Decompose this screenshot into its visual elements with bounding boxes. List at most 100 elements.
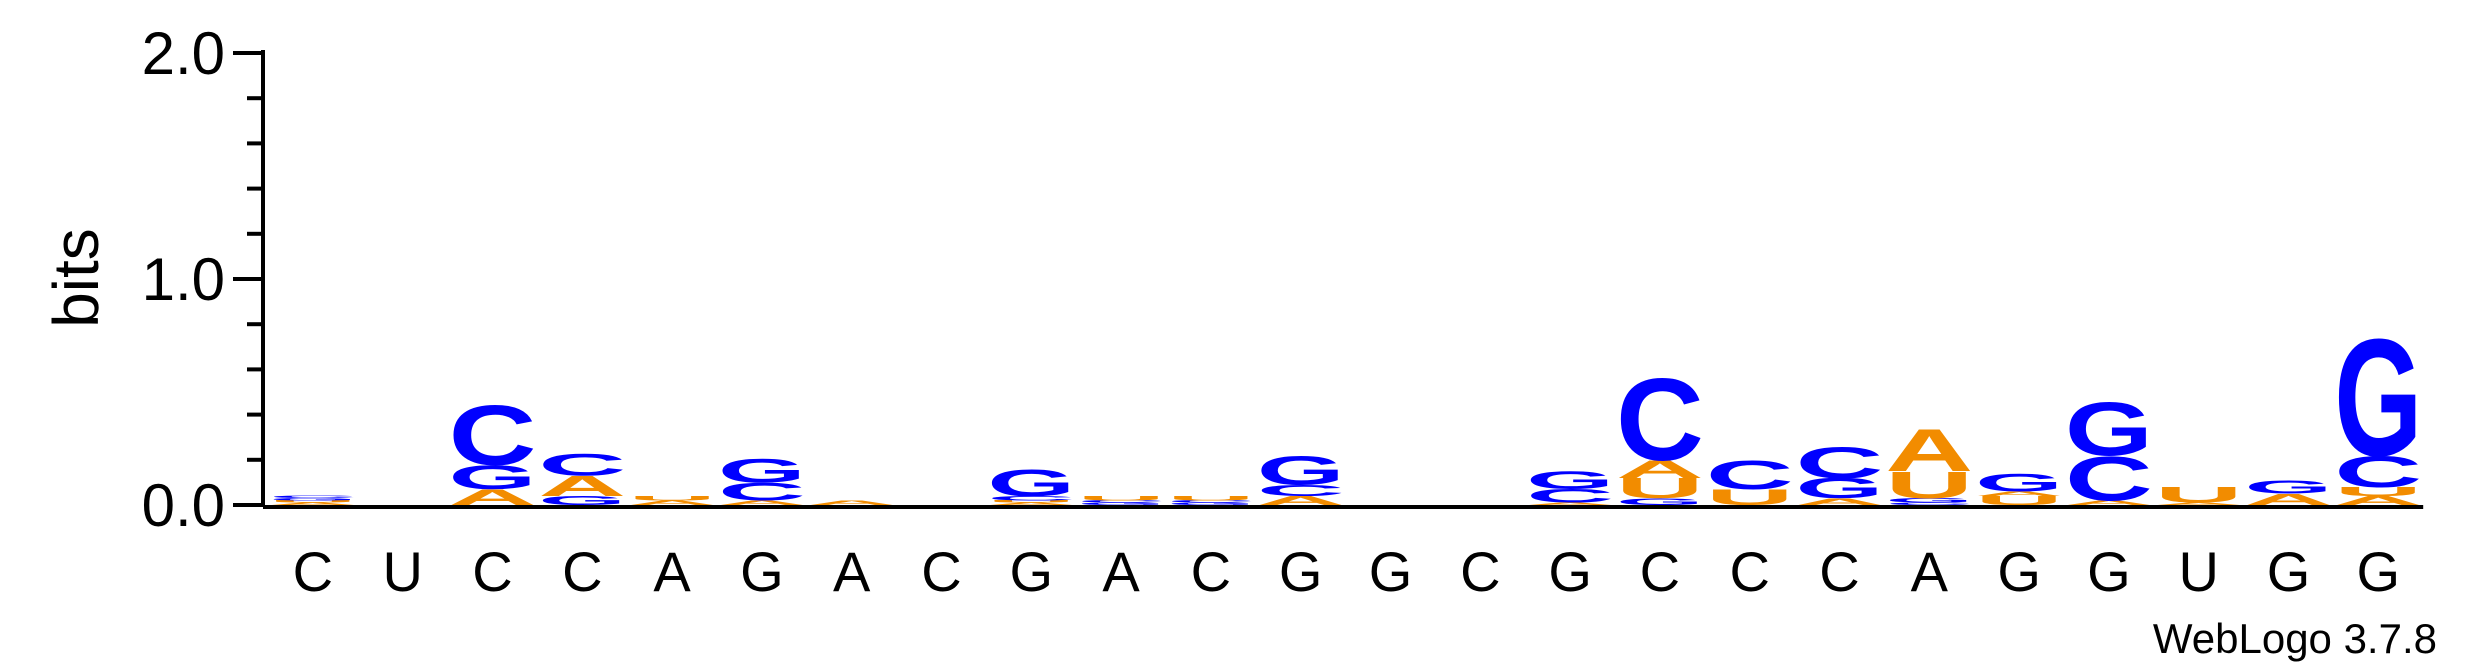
glyph-C: C (987, 495, 1075, 502)
glyph-letter: G (2334, 305, 2422, 491)
glyph-G: G (1167, 502, 1255, 506)
glyph-U: U (1975, 494, 2063, 508)
glyph-letter: A (1526, 502, 1614, 506)
glyph-letter: C (1616, 355, 1704, 485)
x-tick-label: C (1729, 540, 1769, 603)
glyph-letter: C (538, 447, 626, 482)
x-tick-label: C (1640, 540, 1680, 603)
glyph-A: A (808, 499, 896, 506)
glyph-U: U (628, 495, 716, 502)
glyph-C: C (1616, 355, 1704, 485)
glyph-letter: C (1077, 500, 1165, 504)
glyph-letter: G (1975, 469, 2063, 497)
glyph-letter: U (1077, 495, 1165, 502)
glyph-letter: C (718, 478, 806, 506)
glyph-letter: U (2155, 483, 2243, 508)
glyph-letter: G (269, 498, 357, 502)
glyph-G: G (1257, 448, 1345, 494)
glyph-G: G (2334, 305, 2422, 491)
glyph-letter: C (987, 495, 1075, 502)
glyph-G: G (2065, 388, 2153, 472)
glyph-U: U (2334, 485, 2422, 499)
glyph-letter: A (1795, 496, 1883, 507)
glyph-G: G (1526, 467, 1614, 495)
x-tick-label: G (1997, 540, 2041, 603)
glyph-G: G (1616, 497, 1704, 508)
glyph-letter: C (1706, 453, 1794, 499)
glyph-A: A (538, 471, 626, 503)
glyph-letter: U (1167, 495, 1255, 502)
glyph-letter: C (1885, 502, 1973, 506)
glyph-letter: G (1616, 497, 1704, 508)
glyph-letter: A (2334, 494, 2422, 508)
x-tick-label: G (1010, 540, 1054, 603)
glyph-U: U (1167, 495, 1255, 502)
glyph-U: U (987, 500, 1075, 504)
glyph-letter: C (448, 388, 536, 483)
glyph-letter: A (987, 502, 1075, 506)
glyph-C: C (1795, 438, 1883, 487)
glyph-letter: A (1975, 490, 2063, 497)
y-tick-label: 2.0 (142, 20, 225, 87)
x-tick-label: A (833, 540, 871, 603)
glyph-letter: A (269, 502, 357, 506)
glyph-U: U (1616, 473, 1704, 505)
x-tick-label: C (1460, 540, 1500, 603)
glyph-letter: U (1885, 464, 1973, 506)
glyph-letter: C (2065, 443, 2153, 514)
glyph-letter: A (628, 499, 716, 506)
y-tick-label: 1.0 (142, 246, 225, 313)
glyph-letter: U (987, 500, 1075, 504)
glyph-letter: G (1257, 448, 1345, 494)
glyph-letter: G (2244, 477, 2332, 498)
glyph-A: A (1795, 496, 1883, 507)
glyph-A: A (1616, 455, 1704, 483)
x-tick-label: U (2178, 540, 2218, 603)
glyph-letter: A (2244, 491, 2332, 509)
x-tick-label: U (382, 540, 422, 603)
glyph-letter: C (269, 495, 357, 499)
glyph-C: C (1885, 502, 1973, 506)
glyph-A: A (987, 502, 1075, 506)
glyph-G: G (987, 462, 1075, 504)
glyph-G: G (718, 451, 806, 490)
glyph-A: A (2155, 502, 2243, 506)
x-tick-label: C (1819, 540, 1859, 603)
glyph-C: C (1167, 500, 1255, 504)
glyph-letter: U (269, 500, 357, 504)
glyph-letter: C (1257, 482, 1345, 500)
glyph-G: G (2244, 477, 2332, 498)
glyph-letter: G (538, 494, 626, 508)
y-axis-label: bits (40, 228, 112, 328)
glyph-A: A (1975, 490, 2063, 497)
glyph-letter: G (1795, 473, 1883, 505)
glyph-letter: C (1795, 438, 1883, 487)
x-tick-label: G (2267, 540, 2311, 603)
glyph-C: C (718, 478, 806, 506)
glyph-U: U (2155, 483, 2243, 508)
glyph-A: A (2334, 494, 2422, 508)
glyph-letter: G (2065, 388, 2153, 472)
glyph-letter: U (1616, 473, 1704, 505)
x-tick-label: C (921, 540, 961, 603)
glyph-letter: G (1167, 502, 1255, 506)
glyph-C: C (1077, 500, 1165, 504)
glyph-C: C (1706, 453, 1794, 499)
glyph-U: U (269, 500, 357, 504)
glyph-letter: U (628, 495, 716, 502)
glyph-C: C (448, 388, 536, 483)
glyph-letter: A (2155, 502, 2243, 506)
glyph-letter: A (538, 471, 626, 503)
x-tick-label: A (1102, 540, 1140, 603)
glyph-G: G (538, 494, 626, 508)
glyph-C: C (538, 447, 626, 482)
x-tick-label: G (1369, 540, 1413, 603)
glyph-letter: G (1885, 497, 1973, 504)
glyph-letter: A (1616, 455, 1704, 483)
glyph-C: C (269, 495, 357, 499)
x-tick-label: C (1191, 540, 1231, 603)
glyph-A: A (269, 502, 357, 506)
glyph-G: G (1795, 473, 1883, 505)
